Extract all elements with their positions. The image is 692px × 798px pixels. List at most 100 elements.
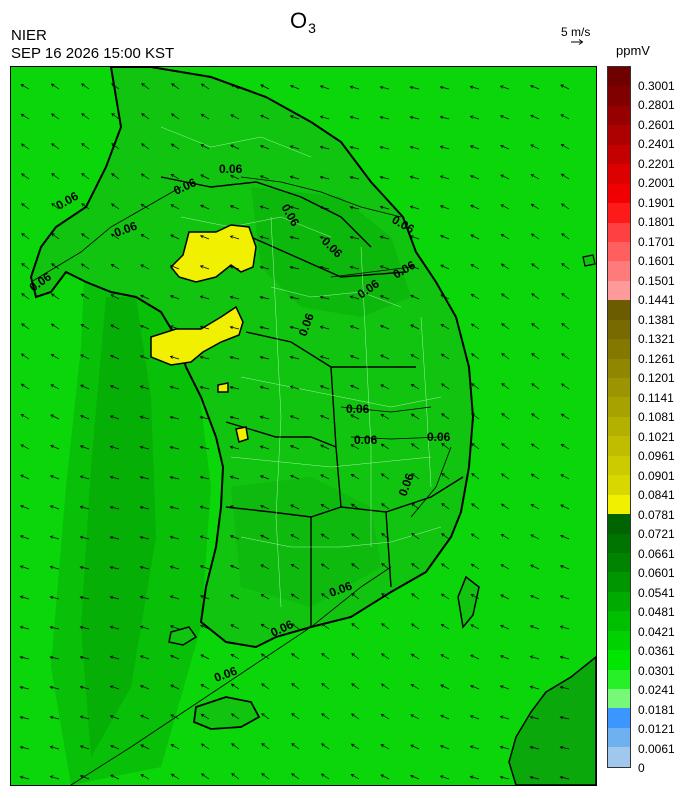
wind-arrow-head — [560, 504, 564, 508]
colorbar-tick-label: 0.2001 — [638, 176, 675, 191]
wind-arrow — [81, 113, 90, 120]
wind-arrow — [111, 203, 120, 210]
wind-arrow — [410, 324, 420, 330]
ozone-map[interactable]: 0.06 0.06 0.06 0.06 0.06 0.06 0.06 0.06 0.06 0.06… — [10, 66, 597, 786]
wind-arrow — [380, 774, 390, 780]
colorbar-tick-label: 0.1081 — [638, 410, 675, 425]
wind-arrow-head — [409, 85, 414, 90]
wind-arrow — [440, 86, 450, 90]
wind-arrow — [81, 83, 90, 90]
wind-arrow — [320, 206, 330, 210]
wind-arrow-head — [139, 385, 144, 389]
wind-arrow — [260, 475, 270, 480]
colorbar-segment — [608, 455, 630, 476]
wind-arrow-head — [199, 505, 204, 509]
wind-arrow — [260, 145, 270, 150]
wind-arrow-head — [290, 593, 295, 597]
wind-arrow-head — [260, 504, 264, 509]
wind-arrow-head — [320, 474, 325, 478]
wind-arrow-head — [290, 84, 294, 89]
province-borders — [160, 176, 464, 627]
colorbar-segment — [608, 475, 630, 495]
wind-arrow — [321, 563, 330, 570]
wind-arrow — [470, 86, 480, 90]
colorbar-tick-label: 0.0961 — [638, 449, 675, 464]
wind-arrow-head — [20, 504, 24, 509]
wind-arrow-head — [559, 775, 564, 780]
wind-arrow — [470, 145, 480, 150]
wind-arrow — [170, 234, 180, 240]
wind-arrow-head — [169, 325, 174, 329]
wind-arrow-head — [199, 295, 204, 299]
land-darker-patch — [251, 187, 411, 317]
colorbar-tick-label: 0.1321 — [638, 332, 675, 347]
wind-arrow-head — [289, 325, 294, 330]
wind-arrow — [410, 295, 420, 300]
wind-arrow — [110, 656, 120, 660]
wind-arrow — [261, 683, 270, 690]
wind-arrow-head — [141, 113, 145, 117]
wind-arrow-head — [380, 683, 385, 687]
wind-arrow-head — [500, 144, 504, 149]
wind-arrow — [291, 623, 300, 630]
wind-arrow — [560, 565, 570, 570]
wind-arrow — [560, 716, 570, 720]
wind-arrow — [200, 265, 210, 270]
colorbar-segment — [608, 397, 630, 417]
wind-arrow — [530, 776, 540, 780]
wind-arrow-head — [20, 383, 25, 387]
colorbar-segment — [608, 319, 630, 340]
wind-arrow-head — [559, 745, 564, 750]
wind-arrow — [411, 413, 420, 420]
wind-arrow — [171, 143, 180, 150]
wind-arrow-head — [530, 233, 535, 237]
wind-arrow — [351, 623, 360, 630]
korean-peninsula-land — [29, 67, 475, 649]
wind-arrow-head — [79, 595, 84, 600]
wind-arrow-head — [500, 594, 504, 598]
wind-arrow — [350, 266, 360, 270]
datetime-label: SEP 16 2026 15:00 KST — [11, 45, 175, 62]
wind-arrow — [440, 294, 450, 300]
wind-arrow — [21, 173, 30, 180]
wind-arrow — [441, 443, 450, 450]
wind-arrow-head — [259, 445, 264, 449]
wind-arrow-head — [319, 115, 324, 119]
wind-arrow — [140, 355, 150, 360]
wind-arrow — [321, 593, 330, 600]
wind-arrow — [411, 593, 420, 600]
wind-arrow-head — [289, 295, 294, 300]
wind-arrow — [500, 594, 510, 600]
wind-arrow-head — [110, 264, 115, 268]
wind-arrow-head — [439, 775, 444, 779]
wind-arrow — [171, 744, 180, 750]
wind-arrow-head — [260, 623, 265, 628]
wind-arrow — [380, 236, 390, 240]
colorbar-segment — [608, 339, 630, 359]
wind-arrow — [410, 86, 420, 90]
wind-arrow-head — [469, 115, 474, 119]
wind-arrow — [140, 476, 150, 480]
wind-arrow — [111, 233, 120, 240]
wind-arrow — [230, 205, 240, 210]
wind-arrow-head — [289, 445, 294, 449]
wind-arrow-head — [411, 503, 415, 507]
wind-arrow-head — [229, 235, 234, 239]
wind-arrow-head — [531, 353, 535, 357]
unit-label: ppmV — [616, 43, 650, 58]
wind-arrow — [20, 746, 30, 750]
wind-arrow-head — [439, 744, 444, 749]
wind-arrow — [261, 713, 270, 720]
wind-arrow-head — [259, 144, 264, 149]
wind-arrow — [200, 295, 210, 300]
wind-arrow — [140, 596, 150, 600]
map-canvas[interactable]: 0.060.060.060.060.060.06 0.060.060.060.06… — [11, 67, 596, 785]
wind-arrow — [381, 653, 390, 660]
wind-arrow-head — [559, 625, 564, 629]
wind-arrow-head — [259, 205, 264, 209]
wind-arrow-head — [229, 475, 234, 479]
wind-arrow — [531, 204, 540, 210]
wind-arrow-head — [199, 355, 204, 360]
wind-arrow — [351, 593, 360, 600]
wind-arrow — [51, 263, 60, 270]
